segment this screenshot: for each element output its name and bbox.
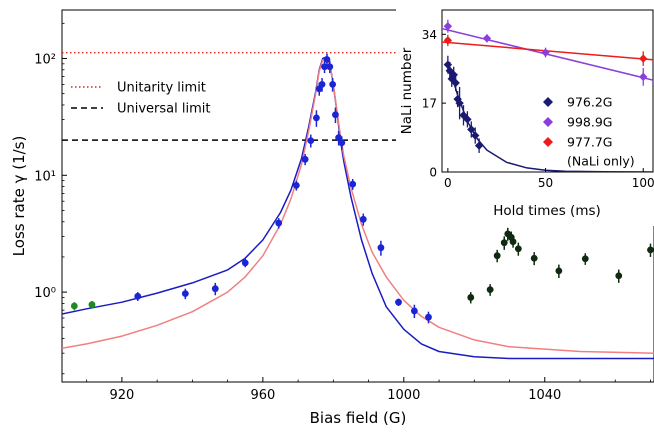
x-tick-label: 1040 (528, 388, 561, 403)
data-point (292, 181, 300, 189)
y-tick-label: 10¹ (34, 169, 56, 184)
legend: Unitarity limit Universal limit (71, 81, 210, 117)
y-tick-label: 10⁰ (34, 286, 56, 301)
inset-y-axis-label: NaLi number (399, 47, 415, 134)
inset-data-point (639, 54, 648, 63)
inset-legend-marker-977 (543, 137, 553, 147)
inset-x-tick-label: 50 (538, 176, 553, 190)
data-point (530, 254, 538, 262)
inset-data-point (467, 125, 476, 134)
data-point (555, 267, 563, 275)
y-tick-label: 10² (34, 52, 56, 67)
x-tick-label: 1000 (387, 388, 420, 403)
data-point (332, 111, 339, 119)
data-point (307, 137, 315, 145)
inset-data-point (443, 36, 453, 45)
inset-data-point (541, 48, 550, 57)
data-point (647, 246, 654, 254)
inset-legend-marker-998 (543, 117, 553, 127)
legend-label-unitarity: Unitarity limit (117, 81, 206, 96)
data-point (335, 134, 343, 142)
inset-x-tick-label: 0 (444, 176, 452, 190)
data-points (70, 53, 654, 324)
inset-x-axis-ticks: 0 50 100 (444, 168, 654, 190)
inset-x-axis-label: Hold times (ms) (493, 203, 601, 219)
x-tick-label: 960 (250, 388, 275, 403)
data-point (275, 219, 283, 227)
data-point (313, 114, 320, 122)
data-point (359, 215, 367, 223)
data-point (323, 56, 331, 63)
y-axis-label: Loss rate γ (1/s) (10, 136, 28, 257)
inset-data-point (463, 115, 472, 124)
data-point (615, 272, 623, 280)
data-point (493, 252, 501, 260)
inset-legend-label-998: 998.9G (567, 115, 612, 130)
x-axis-ticks: 920 960 1000 1040 (86, 377, 651, 403)
data-point (410, 307, 418, 315)
data-point (338, 139, 346, 147)
data-point (88, 301, 96, 309)
x-axis-label: Bias field (G) (310, 409, 407, 427)
x-tick-label: 920 (109, 388, 134, 403)
inset-y-tick-label: 0 (429, 166, 437, 180)
data-point (326, 63, 334, 71)
data-point (486, 286, 494, 294)
data-point (581, 255, 589, 263)
inset-x-tick-label: 100 (632, 176, 654, 190)
inset-data-point (443, 22, 453, 31)
inset-legend-label-977: 977.7G (NaLi only) (567, 135, 635, 169)
data-point (318, 80, 326, 88)
data-point (509, 238, 517, 246)
inset-plot-background (396, 4, 654, 226)
inset-legend-line: (NaLi only) (567, 154, 635, 169)
data-point (329, 80, 337, 88)
data-point (211, 285, 219, 293)
data-point (425, 313, 432, 321)
inset-legend-marker-976 (543, 97, 553, 107)
legend-label-universal: Universal limit (117, 102, 210, 117)
data-point (241, 259, 249, 267)
data-point (514, 245, 522, 253)
y-axis-ticks: 10⁰ 10¹ 10² (34, 22, 67, 375)
inset-legend-label-976: 976.2G (567, 95, 612, 110)
inset-data-point (639, 72, 648, 82)
inset-data-point (474, 141, 484, 150)
data-point (377, 244, 385, 252)
inset-y-tick-label: 17 (422, 97, 437, 111)
data-point (321, 63, 328, 71)
inset-plot-frame (441, 9, 654, 173)
inset-y-tick-label: 34 (422, 28, 437, 42)
data-point (467, 294, 475, 301)
data-point (349, 180, 357, 188)
inset-data-point (482, 34, 492, 43)
inset-data-point (455, 98, 464, 108)
data-point (181, 290, 189, 298)
main-plot-frame (61, 9, 654, 383)
inset-y-axis-ticks: 0 17 34 (422, 28, 446, 180)
inset-legend-line: 977.7G (567, 135, 612, 150)
inset-data-points (443, 19, 648, 153)
data-point (301, 155, 309, 163)
data-point (134, 292, 142, 300)
inset-legend: 976.2G 998.9G 977.7G (NaLi only) (543, 95, 635, 169)
data-point (70, 302, 78, 310)
data-point (395, 298, 402, 306)
inset-data-point (471, 131, 480, 140)
data-point (500, 239, 508, 247)
inset-plot: 0 50 100 0 17 34 Hold times (ms) NaLi number… (396, 4, 654, 226)
inset-data-point (451, 78, 460, 88)
